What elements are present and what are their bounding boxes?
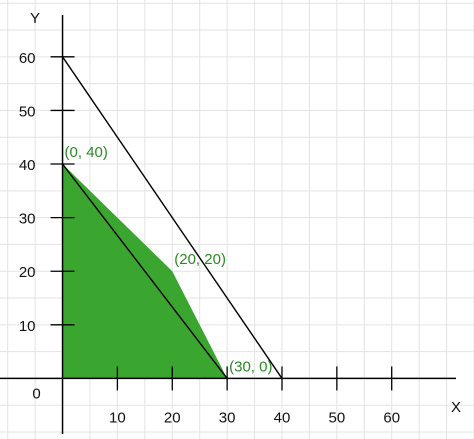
constraint-lines: [61, 56, 283, 379]
origin-label: 0: [32, 385, 40, 402]
y-axis-title: Y: [30, 10, 40, 27]
y-tick-label: 40: [19, 157, 36, 174]
labels: 10 20 30 40 50 60 10 20 30 40 50 60 0 X Y (0, 40) (20, 2…: [19, 10, 461, 426]
x-tick-label: 10: [109, 409, 126, 426]
y-tick-label: 30: [19, 211, 36, 228]
constraint-line-1: [61, 56, 283, 379]
constraint-line-2: [61, 163, 228, 379]
y-tick-label: 50: [19, 103, 36, 120]
y-tick-label: 20: [19, 264, 36, 281]
y-tick-label: 10: [19, 318, 36, 335]
x-tick-label: 50: [329, 409, 346, 426]
vertex-label: (20, 20): [174, 251, 226, 268]
y-tick-label: 60: [19, 50, 36, 67]
vertex-label: (30, 0): [229, 358, 272, 375]
x-tick-label: 40: [274, 409, 291, 426]
axes: [0, 15, 456, 434]
x-axis-title: X: [451, 399, 461, 416]
x-tick-label: 20: [164, 409, 181, 426]
vertex-label: (0, 40): [65, 144, 108, 161]
x-tick-label: 60: [383, 409, 400, 426]
x-tick-label: 30: [219, 409, 236, 426]
